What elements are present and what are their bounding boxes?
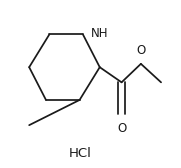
Text: O: O [117, 122, 126, 135]
Text: NH: NH [90, 27, 108, 40]
Text: HCl: HCl [69, 147, 92, 160]
Text: O: O [136, 44, 146, 57]
